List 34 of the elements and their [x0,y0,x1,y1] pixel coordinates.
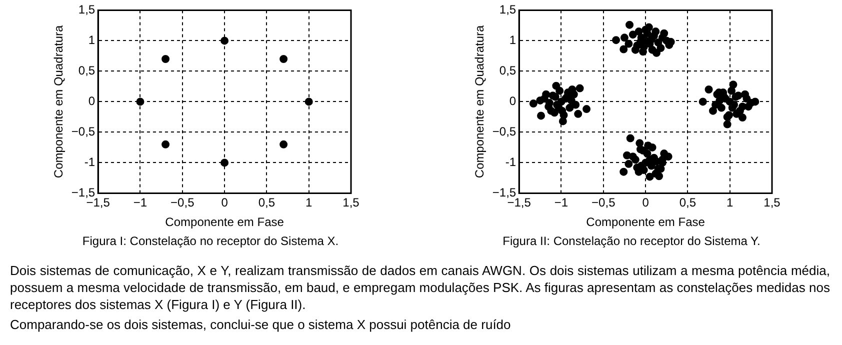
y-tick-label: 0,5 [78,64,96,78]
y-tick-label: 1 [88,33,96,48]
x-tick-label: 1,5 [764,196,781,210]
y-axis-title: Componente em Quadratura [472,25,487,178]
y-tick-label: 1 [509,33,516,48]
y-tick-label: 0 [509,94,516,108]
x-tick-label: −0,5 [592,196,616,210]
y-tick-label: 1,5 [78,2,96,17]
y-tick-label: -1 [505,155,516,170]
text: Figura II: Constelação no receptor do Sistema Y. [502,234,762,248]
x-tick-label: −1 [554,196,568,210]
x-tick-label: 0 [642,196,650,210]
x-tick-label: 0,5 [679,196,696,210]
y-tick-label: −1,5 [71,186,96,200]
x-tick-label: 0,5 [258,196,276,210]
y-tick-label: -1 [84,155,96,170]
y-tick-label: 0 [88,94,96,108]
y-tick-label: −0,5 [71,124,96,139]
text: Dois sistemas de comunicação, X e Y, realizam transmissão de dados em canais AWGN. Os dois sistemas utilizam a mesma potência média, possuem a mesma velocidade de transmissão, em baud, e empregam modulações PSK. As figuras apresentam as constelações medidas nos receptores dos sistemas X (Figura I) e Y (Figura II). [10,262,830,313]
y-tick-label: 1,5 [499,2,516,17]
text: Figura I: Constelação no receptor do Sistema X. [81,234,340,248]
x-tick-label: −0,5 [170,196,195,210]
text: Comparando-se os dois sistemas, conclui-se que o sistema X possui potência de ruído [10,316,512,333]
x-tick-label: 1 [726,196,734,210]
y-tick-label: −0,5 [492,124,516,139]
x-tick-label: −1 [133,196,148,210]
x-axis-title: Componente em Fase [165,215,284,230]
x-axis-title: Componente em Fase [586,215,706,230]
y-tick-label: 0,5 [499,64,516,78]
x-tick-label: 1 [306,196,313,210]
y-axis-title: Componente em Quadratura [52,25,66,178]
x-tick-label: 1,5 [342,196,360,210]
x-tick-label: 0 [221,196,228,210]
y-tick-label: −1,5 [492,186,516,200]
